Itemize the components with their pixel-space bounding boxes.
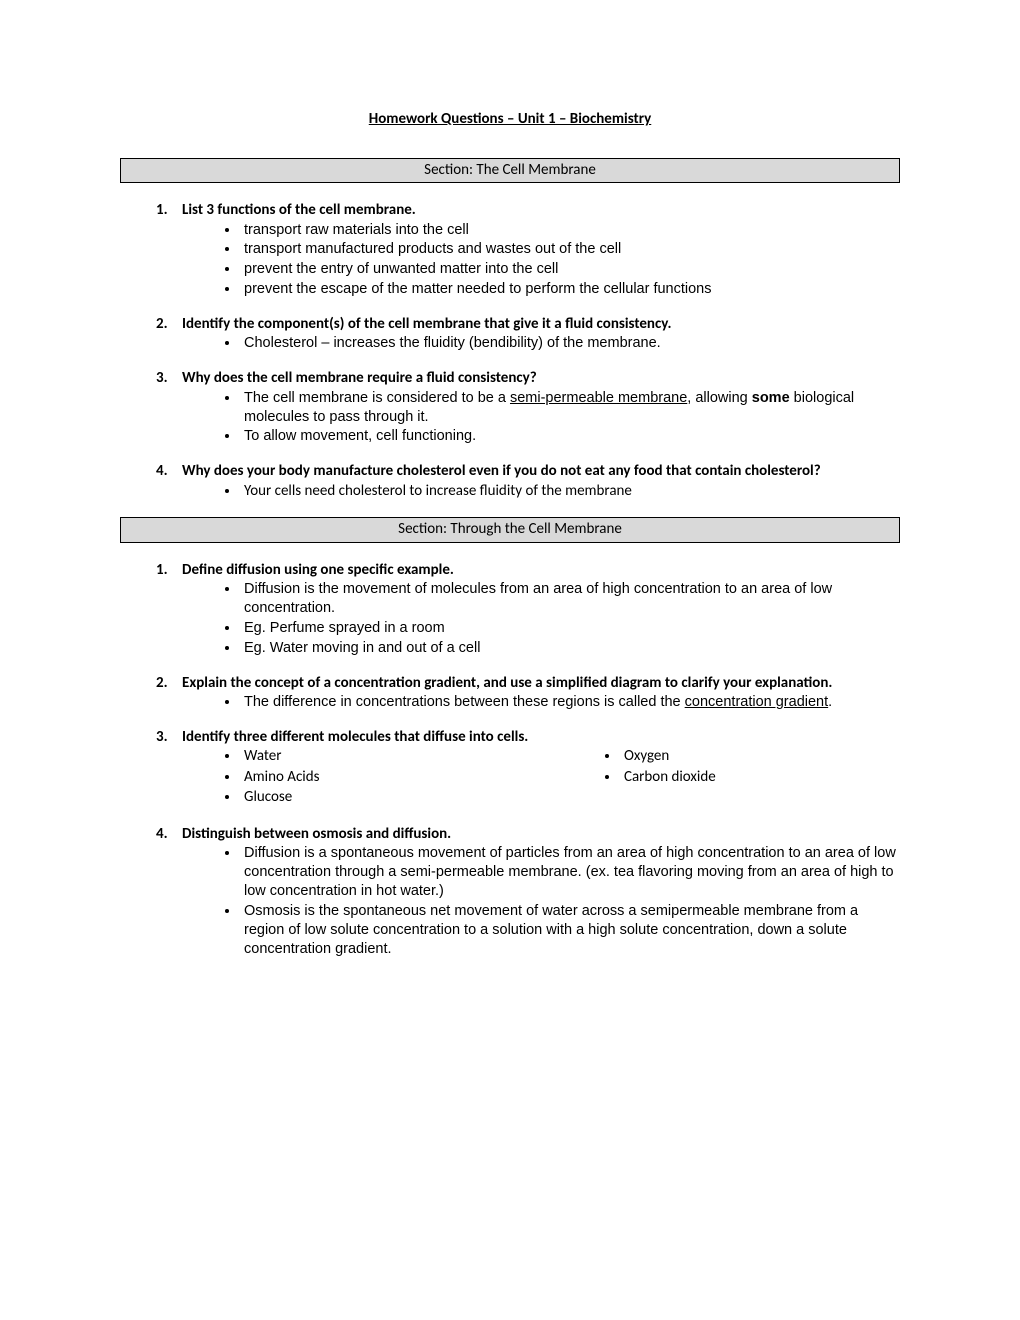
question-text: Why does the cell membrane require a flu… (182, 369, 900, 389)
question-block: 2. Identify the component(s) of the cell… (120, 315, 900, 353)
question-3: 3. Identify three different molecules th… (156, 728, 900, 748)
answer-item: prevent the entry of unwanted matter int… (240, 260, 900, 279)
answer-list: Your cells need cholesterol to increase … (240, 482, 900, 502)
question-number: 2. (156, 315, 182, 335)
question-text: Identify three different molecules that … (182, 728, 900, 748)
question-number: 3. (156, 728, 182, 748)
answer-list: Diffusion is a spontaneous movement of p… (240, 844, 900, 958)
question-text: Define diffusion using one specific exam… (182, 561, 900, 581)
document-title: Homework Questions – Unit 1 – Biochemist… (120, 110, 900, 130)
question-2: 2. Explain the concept of a concentratio… (156, 674, 900, 694)
question-number: 1. (156, 201, 182, 221)
question-number: 1. (156, 561, 182, 581)
question-4: 4. Why does your body manufacture choles… (156, 462, 900, 482)
question-1: 1. Define diffusion using one specific e… (156, 561, 900, 581)
answer-item: The difference in concentrations between… (240, 693, 900, 712)
question-text: Why does your body manufacture cholester… (182, 462, 900, 482)
answer-list: transport raw materials into the cell tr… (240, 221, 900, 299)
question-block: 1. List 3 functions of the cell membrane… (120, 201, 900, 299)
question-text: Distinguish between osmosis and diffusio… (182, 825, 900, 845)
question-block: 2. Explain the concept of a concentratio… (120, 674, 900, 712)
question-2: 2. Identify the component(s) of the cell… (156, 315, 900, 335)
question-4: 4. Distinguish between osmosis and diffu… (156, 825, 900, 845)
question-text: Explain the concept of a concentration g… (182, 674, 900, 694)
question-number: 2. (156, 674, 182, 694)
answer-list: Diffusion is the movement of molecules f… (240, 580, 900, 657)
question-number: 4. (156, 462, 182, 482)
answer-item: Cholesterol – increases the fluidity (be… (240, 334, 900, 353)
question-number: 4. (156, 825, 182, 845)
answer-list: Cholesterol – increases the fluidity (be… (240, 334, 900, 353)
answer-item: Osmosis is the spontaneous net movement … (240, 902, 900, 959)
answer-item: Eg. Perfume sprayed in a room (240, 619, 900, 638)
question-text: List 3 functions of the cell membrane. (182, 201, 900, 221)
answer-item: Eg. Water moving in and out of a cell (240, 639, 900, 658)
answer-item: Oxygen (620, 747, 900, 767)
answer-item: Amino Acids (240, 768, 600, 788)
answer-item: Diffusion is the movement of molecules f… (240, 580, 900, 618)
section-header-2: Section: Through the Cell Membrane (120, 517, 900, 543)
question-block: 3. Identify three different molecules th… (120, 728, 900, 809)
question-block: 4. Why does your body manufacture choles… (120, 462, 900, 501)
question-1: 1. List 3 functions of the cell membrane… (156, 201, 900, 221)
question-number: 3. (156, 369, 182, 389)
answer-item: The cell membrane is considered to be a … (240, 389, 900, 427)
answer-item: Carbon dioxide (620, 768, 900, 788)
question-3: 3. Why does the cell membrane require a … (156, 369, 900, 389)
answer-item: transport manufactured products and wast… (240, 240, 900, 259)
question-block: 4. Distinguish between osmosis and diffu… (120, 825, 900, 959)
question-block: 3. Why does the cell membrane require a … (120, 369, 900, 446)
question-block: 1. Define diffusion using one specific e… (120, 561, 900, 658)
answer-list: The cell membrane is considered to be a … (240, 389, 900, 447)
answer-item: prevent the escape of the matter needed … (240, 280, 900, 299)
answer-item: Your cells need cholesterol to increase … (240, 482, 900, 502)
answer-item: Glucose (240, 788, 600, 808)
two-column-list: Water Amino Acids Glucose Oxygen Carbon … (220, 747, 900, 809)
answer-item: Diffusion is a spontaneous movement of p… (240, 844, 900, 901)
answer-item: Water (240, 747, 600, 767)
section-header-1: Section: The Cell Membrane (120, 158, 900, 184)
answer-item: transport raw materials into the cell (240, 221, 900, 240)
question-text: Identify the component(s) of the cell me… (182, 315, 900, 335)
answer-item: To allow movement, cell functioning. (240, 427, 900, 446)
answer-list: The difference in concentrations between… (240, 693, 900, 712)
